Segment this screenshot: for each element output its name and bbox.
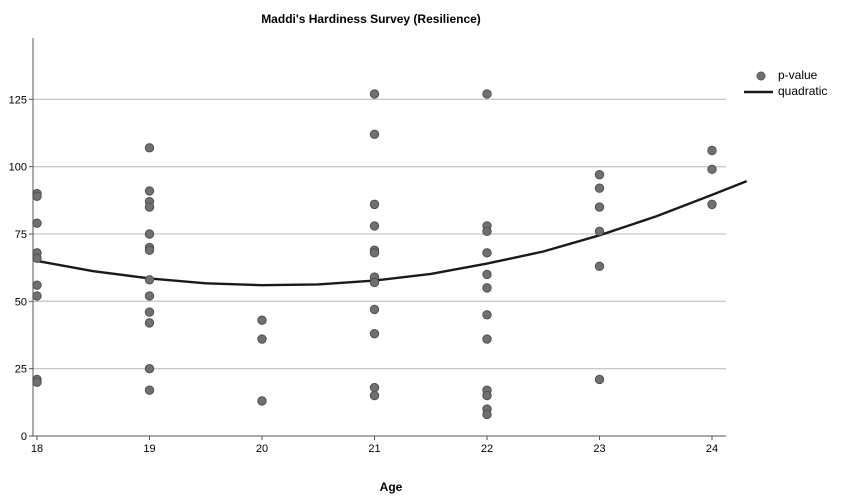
x-axis-label: Age <box>380 480 403 494</box>
x-axis-ticks: 18 19 20 21 22 23 24 <box>31 436 718 455</box>
data-point <box>594 183 605 193</box>
y-tick-label: 25 <box>15 364 27 376</box>
data-point <box>594 170 605 180</box>
grid-lines <box>33 98 726 370</box>
legend-label-fit: quadratic <box>778 84 827 98</box>
x-tick-label: 22 <box>481 443 493 455</box>
y-tick-label: 75 <box>15 229 27 241</box>
data-point <box>482 248 492 258</box>
quadratic-fit-line <box>35 180 747 287</box>
data-point <box>369 199 380 210</box>
data-point <box>369 89 380 99</box>
y-tick-label: 0 <box>21 431 27 443</box>
data-point <box>369 248 380 258</box>
data-point <box>482 390 492 401</box>
data-point <box>369 221 380 231</box>
data-point <box>707 199 717 210</box>
chart-title: Maddi's Hardiness Survey (Resilience) <box>261 12 481 26</box>
y-tick-label: 100 <box>9 162 27 174</box>
data-point <box>32 253 42 263</box>
data-point <box>369 382 380 393</box>
data-point <box>144 245 155 255</box>
data-point <box>144 385 155 395</box>
x-tick-label: 21 <box>368 443 380 455</box>
data-point <box>144 318 155 328</box>
data-point <box>369 129 380 140</box>
data-point <box>257 396 267 406</box>
x-tick-label: 24 <box>706 443 718 455</box>
data-point <box>482 334 492 344</box>
data-point <box>144 307 155 317</box>
data-point <box>32 280 42 290</box>
axes <box>32 38 726 437</box>
x-tick-label: 18 <box>31 443 43 455</box>
data-points <box>32 89 717 420</box>
data-point <box>482 409 492 420</box>
data-point <box>32 191 42 201</box>
data-point <box>32 218 42 228</box>
data-point <box>482 89 492 99</box>
data-point <box>707 164 717 175</box>
data-point <box>144 186 155 196</box>
x-tick-label: 20 <box>256 443 268 455</box>
y-tick-label: 125 <box>9 94 27 106</box>
y-tick-label: 50 <box>15 296 27 308</box>
data-point <box>144 229 155 239</box>
data-point <box>369 328 380 339</box>
data-point <box>482 226 492 237</box>
data-point <box>594 374 605 385</box>
data-point <box>144 363 155 374</box>
data-point <box>144 275 155 285</box>
data-point <box>257 334 267 344</box>
data-point <box>594 202 605 212</box>
data-point <box>369 304 380 315</box>
legend-marker-points <box>756 71 766 81</box>
data-point <box>32 377 42 387</box>
x-tick-label: 19 <box>143 443 155 455</box>
data-point <box>144 202 155 212</box>
data-point <box>144 291 155 301</box>
legend: p-value quadratic <box>744 68 827 98</box>
data-point <box>482 269 492 280</box>
data-point <box>482 283 492 293</box>
data-point <box>257 315 267 325</box>
data-point <box>32 291 42 301</box>
data-point <box>594 261 605 272</box>
y-axis-ticks: 0 25 50 75 100 125 <box>9 94 33 443</box>
data-point <box>482 310 492 320</box>
data-point <box>707 145 717 156</box>
legend-label-points: p-value <box>778 68 818 82</box>
data-point <box>369 390 380 401</box>
x-tick-label: 23 <box>593 443 605 455</box>
quadratic-fit <box>35 180 747 287</box>
data-point <box>144 143 155 153</box>
data-point <box>369 277 380 288</box>
data-point <box>594 226 605 237</box>
